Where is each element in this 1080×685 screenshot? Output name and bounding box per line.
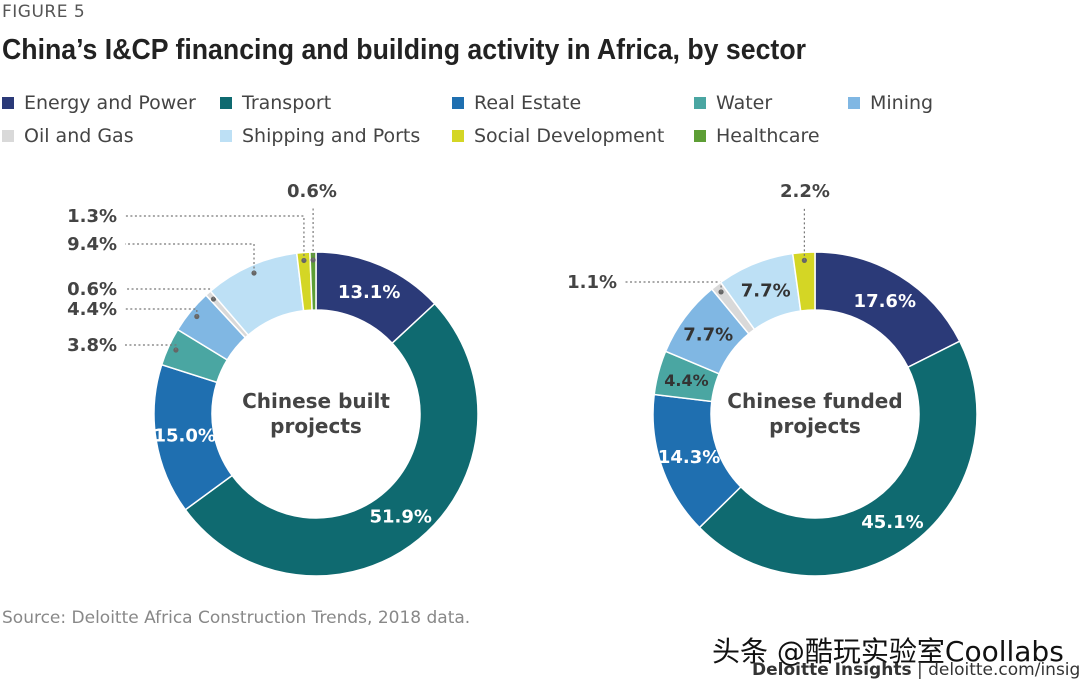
footer-brand: Deloitte Insights [752, 660, 912, 680]
donut-center-label: projects [769, 414, 861, 438]
legend-swatch [848, 97, 860, 109]
legend-label: Healthcare [716, 125, 820, 147]
slice-label: 4.4% [664, 371, 708, 390]
legend-item-transport: Transport [220, 92, 331, 114]
legend-label: Water [716, 92, 773, 114]
leader-line [125, 243, 255, 274]
legend-item-healthcare: Healthcare [694, 125, 820, 147]
slice-label: 7.7% [683, 325, 733, 346]
legend-swatch [2, 97, 14, 109]
watermark: 头条 @酷玩实验室Coollabs [712, 635, 1064, 668]
legend-item-shipping: Shipping and Ports [220, 125, 420, 147]
slice-label: 15.0% [154, 425, 216, 446]
figure-label: FIGURE 5 [2, 2, 86, 22]
donut-center-label: Chinese built [242, 389, 390, 413]
leader-line [125, 308, 198, 317]
footer: Deloitte Insights | deloitte.com/insight… [752, 660, 1080, 680]
slice-label: 7.7% [741, 280, 791, 301]
donut-slice-transport [698, 340, 978, 577]
slice-label: 1.1% [567, 272, 617, 293]
legend-swatch [452, 97, 464, 109]
slice-label: 3.8% [67, 335, 117, 356]
legend-item-oil-gas: Oil and Gas [2, 125, 134, 147]
legend-item-energy: Energy and Power [2, 92, 196, 114]
legend-swatch [220, 97, 232, 109]
leader-line [125, 344, 177, 351]
footer-site[interactable]: deloitte.com/insights [928, 660, 1080, 680]
legend-label: Real Estate [474, 92, 582, 114]
leader-line [125, 288, 215, 300]
legend-label: Shipping and Ports [242, 125, 421, 147]
donut-center-label: Chinese funded [727, 389, 902, 413]
legend-label: Oil and Gas [24, 125, 134, 147]
slice-label: 45.1% [861, 512, 923, 533]
slice-label: 0.6% [287, 181, 337, 202]
legend-label: Energy and Power [24, 92, 196, 114]
slice-label: 9.4% [67, 234, 117, 255]
source-note: Source: Deloitte Africa Construction Tre… [2, 608, 471, 628]
slice-label: 51.9% [369, 507, 431, 528]
legend-swatch [452, 130, 464, 142]
slice-label: 14.3% [658, 447, 720, 468]
slice-label: 2.2% [780, 181, 830, 202]
legend-swatch [2, 130, 14, 142]
footer-separator: | [911, 660, 929, 680]
leader-line [625, 281, 722, 292]
donut-slice-transport [184, 302, 479, 577]
legend-label: Social Development [474, 125, 665, 147]
legend-item-mining: Mining [848, 92, 933, 114]
legend-item-real-estate: Real Estate [452, 92, 581, 114]
slice-label: 1.3% [67, 206, 117, 227]
legend-swatch [694, 97, 706, 109]
donut-slice-healthcare [309, 251, 317, 311]
slice-label: 17.6% [854, 291, 916, 312]
legend-item-social: Social Development [452, 125, 664, 147]
chart-title: China’s I&CP financing and building acti… [2, 34, 807, 66]
legend-label: Mining [870, 92, 934, 114]
donut-center-label: projects [270, 414, 362, 438]
legend-label: Transport [242, 92, 332, 114]
legend-item-water: Water [694, 92, 772, 114]
leader-line [125, 215, 305, 261]
slice-label: 0.6% [67, 279, 117, 300]
donut-slice-social-development [791, 251, 816, 312]
slice-label: 4.4% [67, 299, 117, 320]
slice-label: 13.1% [338, 282, 400, 303]
legend-swatch [220, 130, 232, 142]
legend-swatch [694, 130, 706, 142]
